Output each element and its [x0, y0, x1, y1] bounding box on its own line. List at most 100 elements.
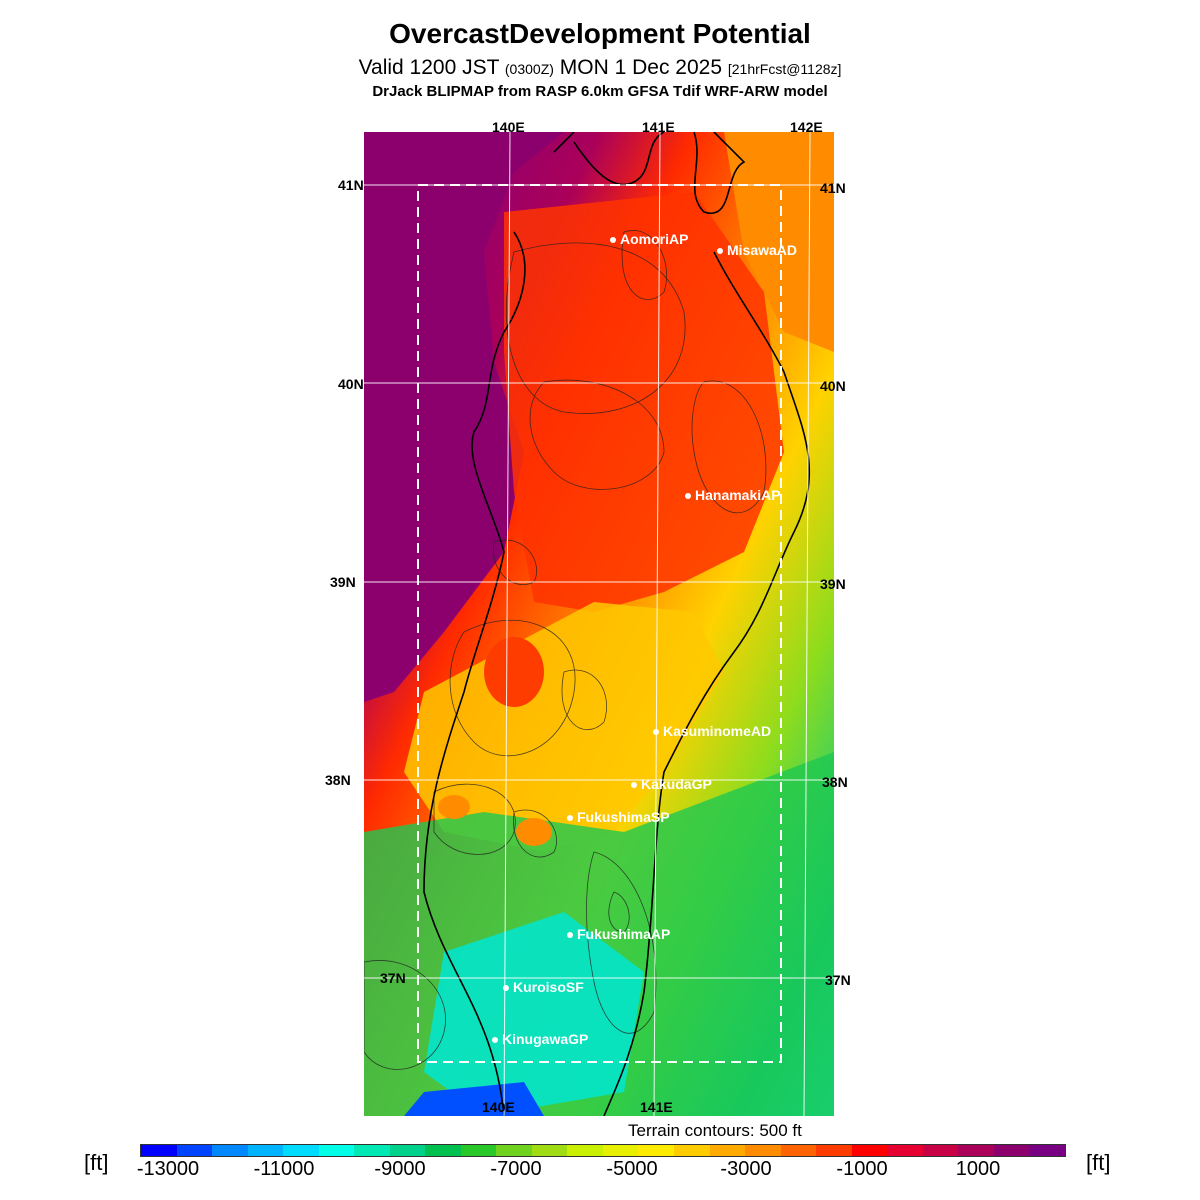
colorbar-tick: -13000 — [136, 1158, 200, 1180]
station-kakuda-gp: KakudaGP — [631, 776, 712, 792]
station-name: FukushimaAP — [577, 926, 671, 942]
colorbar-swatch-15 — [673, 1145, 710, 1156]
colorbar-swatch-0 — [141, 1145, 177, 1156]
terrain-contour-note: Terrain contours: 500 ft — [628, 1121, 802, 1140]
lon-label-140e-bottom: 140E — [482, 1099, 515, 1115]
colorbar-tick: -9000 — [374, 1158, 426, 1180]
south-cyan-region — [424, 912, 644, 1116]
lon-label-141e-top: 141E — [642, 119, 675, 135]
colorbar-tick: -5000 — [606, 1158, 658, 1180]
map-title: OvercastDevelopment Potential — [389, 18, 811, 49]
coastline — [423, 132, 811, 1116]
station-aomori-ap: AomoriAP — [610, 231, 688, 247]
lon-label-140e-top: 140E — [492, 119, 525, 135]
colorbar-swatch-14 — [638, 1145, 674, 1156]
colorbar-swatch-4 — [283, 1145, 319, 1156]
station-name: AomoriAP — [620, 231, 689, 247]
hotspot-yamagata — [484, 637, 544, 707]
source-line: DrJack BLIPMAP from RASP 6.0km GFSA Tdif… — [372, 83, 828, 100]
lat-label-41n-left: 41N — [338, 177, 364, 193]
station-name: MisawaAD — [727, 242, 798, 258]
lat-label-38n-right: 38N — [822, 774, 848, 790]
valid-utc: (0300Z) — [504, 61, 554, 77]
colorbar-tick: -1000 — [836, 1158, 888, 1180]
colorbar-swatch-9 — [460, 1145, 497, 1156]
station-dot — [610, 237, 616, 244]
colorbar-swatch-12 — [567, 1145, 603, 1156]
station-name: KinugawaGP — [502, 1031, 589, 1047]
station-name: HanamakiAP — [695, 487, 781, 503]
colorbar-swatch-3 — [247, 1145, 284, 1156]
colorbar-tick: -3000 — [720, 1158, 772, 1180]
lat-label-39n-right: 39N — [820, 576, 846, 592]
lat-label-41n-right: 41N — [820, 180, 846, 196]
station-fukushima-sp: FukushimaSP — [567, 809, 670, 825]
colorbar-swatch-24 — [993, 1145, 1030, 1156]
colorbar-swatch-16 — [709, 1145, 746, 1156]
colorbar-swatch-20 — [851, 1145, 888, 1156]
lon-label-141e-bottom: 141E — [640, 1099, 673, 1115]
colorbar-swatch-2 — [212, 1145, 248, 1156]
station-misawa-ad: MisawaAD — [717, 242, 797, 258]
colorbar-swatch-17 — [745, 1145, 781, 1156]
colorbar-swatch-11 — [531, 1145, 568, 1156]
lat-label-37n-right: 37N — [825, 972, 851, 988]
colorbar-swatch-1 — [176, 1145, 213, 1156]
forecast-map — [364, 132, 834, 1116]
station-dot — [503, 985, 509, 992]
station-dot — [717, 248, 723, 255]
station-hanamaki-ap: HanamakiAP — [685, 487, 781, 503]
colorbar-swatch-5 — [318, 1145, 355, 1156]
station-dot — [631, 782, 637, 789]
valid-fcst: [21hrFcst@1128z] — [727, 61, 842, 77]
station-name: KasuminomeAD — [663, 723, 772, 739]
south-blue-region — [404, 1082, 544, 1116]
station-name: KuroisoSF — [513, 979, 584, 995]
colorbar-swatch-8 — [425, 1145, 461, 1156]
colorbar-unit-left: [ft] — [84, 1150, 109, 1175]
colorbar-swatch-13 — [602, 1145, 639, 1156]
colorbar-tick: 1000 — [955, 1158, 1001, 1180]
station-dot — [685, 493, 691, 500]
colorbar-swatch-19 — [816, 1145, 852, 1156]
station-kinugawa-gp: KinugawaGP — [492, 1031, 588, 1047]
lat-label-38n-left: 38N — [325, 772, 351, 788]
station-name: KakudaGP — [641, 776, 712, 792]
hotspot-west-aizu — [438, 795, 470, 819]
colorbar — [140, 1144, 1066, 1157]
colorbar-swatch-22 — [922, 1145, 959, 1156]
station-name: FukushimaSP — [577, 809, 670, 825]
colorbar-swatch-18 — [780, 1145, 817, 1156]
station-kasuminome-ad: KasuminomeAD — [653, 723, 771, 739]
lat-label-37n-left: 37N — [380, 970, 406, 986]
colorbar-swatch-25 — [1029, 1145, 1065, 1156]
valid-prefix: Valid 1200 JST — [358, 56, 500, 79]
colorbar-swatch-6 — [354, 1145, 390, 1156]
northeast-orange-region — [724, 132, 834, 352]
graticule — [364, 132, 834, 1116]
colorbar-unit-right: [ft] — [1086, 1150, 1111, 1175]
lat-label-40n-right: 40N — [820, 378, 846, 394]
inner-domain-box — [417, 184, 782, 1063]
station-dot — [492, 1037, 498, 1044]
colorbar-tick: -11000 — [253, 1158, 315, 1180]
west-purple-region — [364, 132, 564, 702]
valid-date: MON 1 Dec 2025 — [559, 56, 723, 79]
colorbar-tick: -7000 — [490, 1158, 542, 1180]
lat-label-40n-left: 40N — [338, 376, 364, 392]
station-dot — [567, 815, 573, 822]
colorbar-swatch-21 — [887, 1145, 923, 1156]
lat-label-39n-left: 39N — [330, 574, 356, 590]
station-kuroiso-sf: KuroisoSF — [503, 979, 584, 995]
colorbar-swatch-23 — [958, 1145, 994, 1156]
valid-line: Valid 1200 JST (0300Z) MON 1 Dec 2025 [2… — [0, 56, 1200, 80]
station-fukushima-ap: FukushimaAP — [567, 926, 670, 942]
station-dot — [567, 932, 573, 939]
mid-yellow-region — [404, 602, 724, 852]
lon-label-142e-top: 142E — [790, 119, 823, 135]
colorbar-swatch-10 — [496, 1145, 532, 1156]
terrain-contours — [364, 230, 767, 1070]
north-red-region — [504, 192, 784, 612]
colorbar-swatch-7 — [389, 1145, 426, 1156]
hotspot-aizu — [516, 818, 552, 846]
